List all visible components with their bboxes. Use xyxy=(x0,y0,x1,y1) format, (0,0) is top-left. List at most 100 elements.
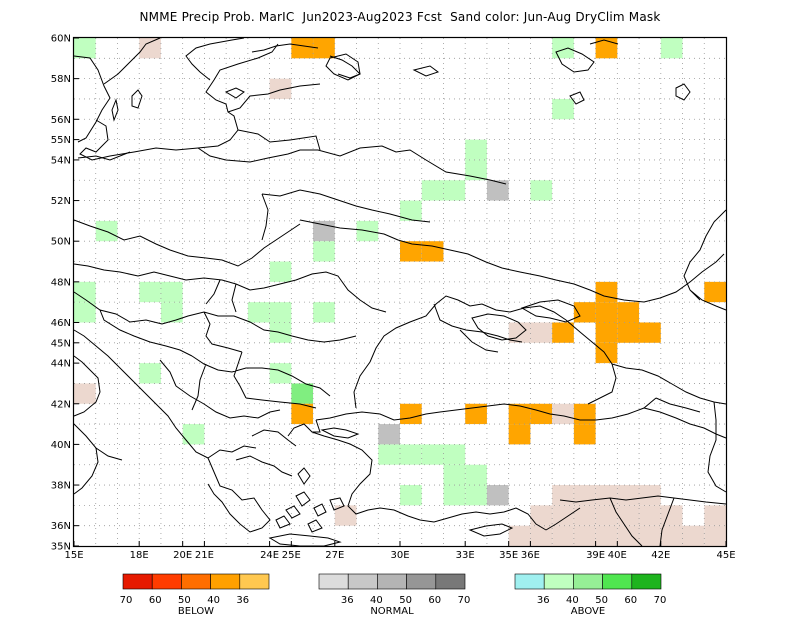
cell-below xyxy=(595,342,618,364)
cell-dryclim xyxy=(682,525,705,546)
legend-tick-label: 50 xyxy=(399,595,412,606)
legend-tick-label: 50 xyxy=(178,595,191,606)
cell-above50 xyxy=(291,383,314,404)
cell-below xyxy=(465,403,487,425)
cell-dryclim xyxy=(639,525,661,546)
lat-tick-label: 45N xyxy=(51,338,71,349)
crimea xyxy=(471,313,527,341)
saaremaa-island xyxy=(224,87,245,99)
lat-tick-label: 56N xyxy=(51,115,71,126)
cell-above xyxy=(443,180,466,201)
cell-below xyxy=(508,424,531,445)
lat-tick-label: 40N xyxy=(51,440,71,451)
caucasus-borders xyxy=(611,363,727,493)
cell-dryclim xyxy=(508,322,531,343)
lon-tick-label: 35E xyxy=(499,550,518,561)
legend-swatch xyxy=(543,573,574,590)
map-title: NMME Precip Prob. MarIC Jun2023-Aug2023 … xyxy=(139,10,661,24)
cell-dryclim xyxy=(617,525,640,546)
lat-tick-label: 54N xyxy=(51,155,71,166)
legend-swatch xyxy=(181,573,211,590)
legend-swatch xyxy=(318,573,349,590)
cell-dryclim xyxy=(573,505,596,526)
lon-tick-label: 40E xyxy=(608,550,627,561)
greece-coast xyxy=(207,429,297,533)
lat-tick-label: 55N xyxy=(51,135,71,146)
cell-dryclim xyxy=(552,525,574,546)
legend-tick-label: 40 xyxy=(370,595,383,606)
cell-above xyxy=(443,464,466,486)
cell-above xyxy=(182,424,205,445)
legend-swatch xyxy=(435,573,466,590)
probability-cells xyxy=(74,38,726,546)
baltic-coast xyxy=(73,37,321,161)
cell-above xyxy=(465,464,487,486)
azov-sea xyxy=(520,299,581,323)
lon-tick-label: 15E xyxy=(64,550,83,561)
lon-tick-label: 18E xyxy=(130,550,149,561)
legend-swatch xyxy=(514,573,545,590)
cell-below xyxy=(421,241,444,262)
cell-dryclim xyxy=(530,505,553,526)
legend-tick-label: 60 xyxy=(149,595,162,606)
cell-above xyxy=(74,302,96,323)
cell-below xyxy=(313,38,335,59)
cell-dryclim xyxy=(639,505,661,526)
legend-swatch xyxy=(406,573,437,590)
lat-tick-label: 46N xyxy=(51,318,71,329)
lon-tick-label: 24E xyxy=(260,550,279,561)
cell-above xyxy=(465,485,487,506)
lon-tick-label: 33E xyxy=(456,550,475,561)
cell-below xyxy=(573,302,596,323)
cell-below xyxy=(617,322,640,343)
legend-swatch xyxy=(210,573,241,590)
legend-swatch xyxy=(573,573,603,590)
cell-dryclim xyxy=(617,505,640,526)
cell-above xyxy=(269,261,292,282)
cell-dryclim xyxy=(704,525,726,546)
cell-above xyxy=(552,38,574,59)
caspian-coast xyxy=(683,209,727,311)
cell-below xyxy=(639,322,661,343)
lat-tick-label: 44N xyxy=(51,359,71,370)
legend-tick-label: 36 xyxy=(236,595,249,606)
cell-above xyxy=(160,302,183,323)
cell-dryclim xyxy=(552,485,574,506)
cyprus-island xyxy=(468,523,514,537)
cell-above xyxy=(421,444,444,465)
lat-tick-label: 36N xyxy=(51,521,71,532)
cell-above xyxy=(313,241,335,262)
crete-island xyxy=(268,533,342,547)
cell-dryclim xyxy=(139,38,161,59)
cell-dryclim xyxy=(269,78,292,99)
cell-below xyxy=(400,403,422,425)
legend-tick-label: 40 xyxy=(207,595,220,606)
lon-tick-label: 21E xyxy=(195,550,214,561)
legend-swatch xyxy=(631,573,662,590)
gulf-finland-north xyxy=(251,43,440,79)
cell-below xyxy=(595,302,618,323)
cell-above xyxy=(552,98,574,120)
cell-below xyxy=(573,424,596,445)
cell-dryclim xyxy=(573,525,596,546)
cell-above xyxy=(378,444,400,465)
legend-tick-label: 60 xyxy=(428,595,441,606)
border-poland-ukraine xyxy=(73,193,301,267)
legend-tick-label: 40 xyxy=(566,595,579,606)
legend-normal: 36 40 50 60 70 NORMAL xyxy=(318,573,470,617)
cell-above xyxy=(400,444,422,465)
lon-tick-label: 27E xyxy=(325,550,344,561)
aegean-islands xyxy=(275,467,345,533)
cell-above xyxy=(443,485,466,506)
cell-above xyxy=(139,363,161,384)
legend-above: 36 40 50 60 70 ABOVE xyxy=(514,573,666,617)
cell-dryclim xyxy=(552,403,574,425)
legend-swatch xyxy=(602,573,633,590)
legend-title: BELOW xyxy=(178,606,214,617)
legend-tick-label: 70 xyxy=(120,595,133,606)
legend-swatch xyxy=(377,573,407,590)
cell-dryclim xyxy=(508,525,531,546)
cell-below xyxy=(595,322,618,343)
lat-tick-label: 60N xyxy=(51,34,71,45)
